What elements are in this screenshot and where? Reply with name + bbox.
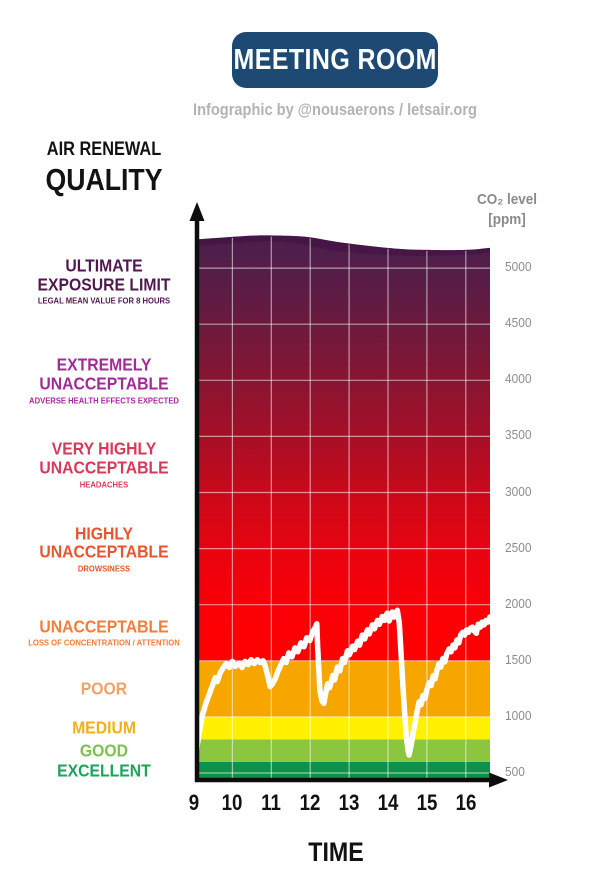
category-label-inner: UNACCEPTABLE LOSS OF CONCENTRATION / ATTE… (19, 617, 188, 648)
y-tick-label: 5000 (505, 260, 532, 275)
category-title: VERY HIGHLY UNACCEPTABLE (39, 438, 169, 478)
y-tick-label: 3000 (505, 484, 532, 499)
y-tick-label: 4500 (505, 316, 532, 331)
category-title: UNACCEPTABLE (39, 616, 169, 637)
category-label-inner: EXCELLENT (19, 760, 188, 781)
category-title: POOR (80, 678, 128, 699)
y-tick-label: 1500 (505, 652, 532, 667)
y-tick-label: 500 (505, 765, 525, 779)
y-axis-title-line1: CO₂ level (476, 191, 538, 208)
axes (189, 202, 508, 788)
x-tick-label: 13 (338, 790, 360, 815)
category-label-inner: MEDIUM (19, 719, 188, 738)
red-gradient-zone (195, 235, 490, 661)
category-label: ULTIMATE EXPOSURE LIMIT LEGAL MEAN VALUE … (10, 256, 198, 330)
credit-line: Infographic by @nousaerons / letsair.org (193, 100, 477, 119)
co2-series-line (190, 607, 493, 775)
x-tick-label: 15 (416, 790, 438, 815)
x-tick-label: 10 (221, 790, 243, 815)
category-label-inner: POOR (19, 679, 188, 698)
category-title: ULTIMATE EXPOSURE LIMIT (37, 255, 171, 294)
category-label-inner: HIGHLY UNACCEPTABLE DROWSINESS (19, 522, 188, 574)
category-label: HIGHLY UNACCEPTABLE DROWSINESS (10, 523, 198, 598)
band-medium (195, 716, 490, 740)
category-subtitle: ADVERSE HEALTH EFFECTS EXPECTED (29, 395, 179, 406)
x-axis-arrowhead (489, 772, 508, 788)
y-tick-label: 1000 (505, 708, 532, 723)
category-label: EXCELLENT (10, 761, 198, 790)
y-tick-label: 4000 (505, 372, 532, 387)
air-renewal-heading-line1: AIR RENEWAL (46, 139, 162, 160)
air-renewal-heading-line2: QUALITY (45, 162, 163, 197)
category-subtitle: HEADACHES (79, 479, 129, 490)
category-label: MEDIUM (10, 719, 198, 747)
x-tick-label: 14 (377, 790, 399, 815)
category-label-inner: ULTIMATE EXPOSURE LIMIT LEGAL MEAN VALUE … (19, 255, 188, 306)
x-tick-label: 9 (188, 790, 199, 815)
y-axis-arrowhead (189, 202, 205, 221)
top-cap-wave (195, 235, 490, 256)
x-tick-label: 12 (299, 790, 321, 815)
quality-bands (195, 660, 490, 781)
category-title: MEDIUM (72, 717, 136, 738)
category-label-inner: VERY HIGHLY UNACCEPTABLE HEADACHES (19, 438, 188, 490)
category-label: VERY HIGHLY UNACCEPTABLE HEADACHES (10, 439, 198, 513)
y-axis-title: CO₂ level [ppm] (460, 190, 554, 229)
title-badge: MEETING ROOM (232, 32, 438, 88)
y-tick-label: 2500 (505, 540, 532, 555)
category-subtitle: LOSS OF CONCENTRATION / ATTENTION (28, 638, 180, 649)
category-label: EXTREMELY UNACCEPTABLE ADVERSE HEALTH EFF… (10, 355, 198, 429)
category-label: POOR (10, 679, 198, 708)
x-tick-label: 16 (455, 790, 477, 815)
x-axis-title: TIME (308, 837, 364, 867)
category-title: EXCELLENT (57, 760, 151, 781)
category-title: EXTREMELY UNACCEPTABLE (39, 354, 169, 394)
category-label: UNACCEPTABLE LOSS OF CONCENTRATION / ATTE… (10, 617, 198, 664)
category-title: HIGHLY UNACCEPTABLE (39, 522, 169, 562)
page-title: MEETING ROOM (233, 43, 437, 76)
category-label-inner: EXTREMELY UNACCEPTABLE ADVERSE HEALTH EFF… (19, 354, 188, 406)
category-label: GOOD (10, 741, 198, 770)
band-good (195, 739, 490, 762)
y-tick-label: 2000 (505, 596, 532, 611)
band-excellent (195, 761, 490, 781)
category-subtitle: DROWSINESS (77, 563, 131, 574)
category-label-inner: GOOD (19, 741, 188, 760)
category-subtitle: LEGAL MEAN VALUE FOR 8 HOURS (37, 295, 171, 306)
y-axis-title-line2: [ppm] (488, 210, 526, 228)
category-title: GOOD (79, 740, 129, 761)
x-tick-label: 11 (261, 790, 282, 815)
y-tick-label: 3500 (505, 428, 532, 443)
